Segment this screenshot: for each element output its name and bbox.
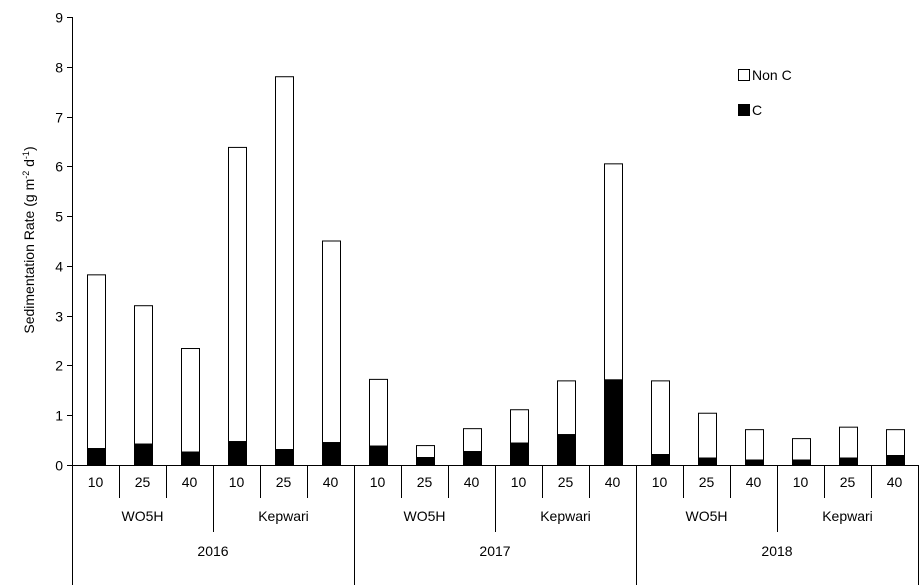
bar-c <box>651 454 670 466</box>
x-tick-label: 10 <box>88 474 104 490</box>
x-tick-label: 40 <box>182 474 198 490</box>
y-tick-label: 4 <box>55 259 63 275</box>
x-site-label: Kepwari <box>822 508 873 524</box>
x-tick-label: 40 <box>746 474 762 490</box>
y-tick-label: 0 <box>55 458 63 474</box>
bar-non-c <box>275 76 294 451</box>
bar-c <box>463 451 482 466</box>
y-axis-label-main: Sedimentation Rate (g m <box>21 179 37 334</box>
x-tick-label: 25 <box>135 474 151 490</box>
legend-swatch-c <box>738 104 750 116</box>
bar-c <box>275 449 294 466</box>
bar-c <box>886 455 905 466</box>
bar-non-c <box>604 163 623 381</box>
bar-c <box>792 459 811 466</box>
x-year-label: 2017 <box>479 543 510 559</box>
bar-non-c <box>510 409 529 444</box>
bar-non-c <box>886 429 905 457</box>
x-tick-label: 25 <box>699 474 715 490</box>
legend: Non C C <box>738 67 792 118</box>
bar-c <box>510 442 529 466</box>
x-tick-label: 25 <box>276 474 292 490</box>
x-year-label: 2016 <box>197 543 228 559</box>
x-tick-label: 10 <box>370 474 386 490</box>
x-tick-label: 25 <box>840 474 856 490</box>
x-tick-label: 10 <box>511 474 527 490</box>
bar-c <box>181 451 200 466</box>
bar-c <box>604 379 623 466</box>
y-axis-label-exp1: -2 <box>21 171 31 179</box>
bar-non-c <box>463 428 482 453</box>
bar-non-c <box>322 240 341 444</box>
y-tick-label: 9 <box>55 10 63 26</box>
bar-c <box>839 457 858 466</box>
y-axis-label-end: ) <box>21 146 37 151</box>
bar-c <box>134 443 153 466</box>
legend-swatch-non-c <box>738 69 750 81</box>
bar-c <box>698 457 717 466</box>
bar-c <box>745 459 764 466</box>
bar-c <box>369 445 388 466</box>
bar-non-c <box>557 380 576 436</box>
bar-c <box>228 441 247 466</box>
x-tick-label: 10 <box>229 474 245 490</box>
x-year-label: 2018 <box>761 543 792 559</box>
bar-c <box>557 434 576 466</box>
bar-non-c <box>698 412 717 459</box>
x-tick-label: 40 <box>605 474 621 490</box>
x-site-label: Kepwari <box>540 508 591 524</box>
y-axis: 0 1 2 3 4 5 6 7 8 9 <box>55 10 73 474</box>
y-tick-label: 5 <box>55 209 63 225</box>
bar-non-c <box>369 378 388 447</box>
bar-non-c <box>87 274 106 450</box>
bar-non-c <box>134 305 153 445</box>
y-axis-label: Sedimentation Rate (g m-2 d-1) <box>21 146 37 333</box>
x-site-label: WO5H <box>404 508 446 524</box>
legend-label-non-c: Non C <box>752 67 792 83</box>
y-tick-label: 7 <box>55 110 63 126</box>
bar-non-c <box>651 380 670 456</box>
x-tick-label: 10 <box>652 474 668 490</box>
x-axis: 10 25 40 10 25 40 10 25 40 10 25 40 10 25 40 10 25 40 WO5H… <box>72 465 919 585</box>
y-axis-label-mid: d <box>21 159 37 171</box>
x-tick-label: 40 <box>323 474 339 490</box>
legend-label-c: C <box>752 102 762 118</box>
x-tick-label: 25 <box>558 474 574 490</box>
x-site-label: WO5H <box>686 508 728 524</box>
y-tick-label: 1 <box>55 408 63 424</box>
bar-non-c <box>792 438 811 461</box>
bars-group <box>87 76 905 466</box>
y-tick-label: 2 <box>55 358 63 374</box>
x-tick-label: 10 <box>793 474 809 490</box>
bar-non-c <box>416 445 435 459</box>
y-tick-label: 8 <box>55 60 63 76</box>
bar-non-c <box>745 429 764 461</box>
x-site-label: Kepwari <box>258 508 309 524</box>
bar-c <box>322 442 341 466</box>
bar-non-c <box>181 348 200 453</box>
bar-non-c <box>228 146 247 443</box>
y-axis-label-exp2: -1 <box>21 151 31 159</box>
bar-c <box>416 457 435 466</box>
x-tick-label: 40 <box>464 474 480 490</box>
bar-c <box>87 448 106 466</box>
bar-non-c <box>839 426 858 459</box>
y-tick-label: 6 <box>55 159 63 175</box>
x-site-label: WO5H <box>122 508 164 524</box>
y-tick-label: 3 <box>55 309 63 325</box>
x-tick-label: 25 <box>417 474 433 490</box>
x-tick-label: 40 <box>887 474 903 490</box>
